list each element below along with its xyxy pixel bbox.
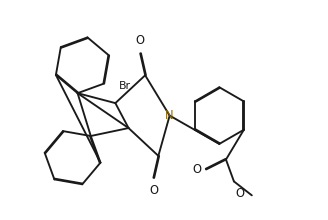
Text: Br: Br: [119, 81, 131, 91]
Text: O: O: [149, 184, 158, 197]
Text: O: O: [193, 163, 202, 176]
Text: O: O: [136, 35, 145, 48]
Text: O: O: [235, 187, 244, 200]
Text: N: N: [165, 109, 174, 122]
